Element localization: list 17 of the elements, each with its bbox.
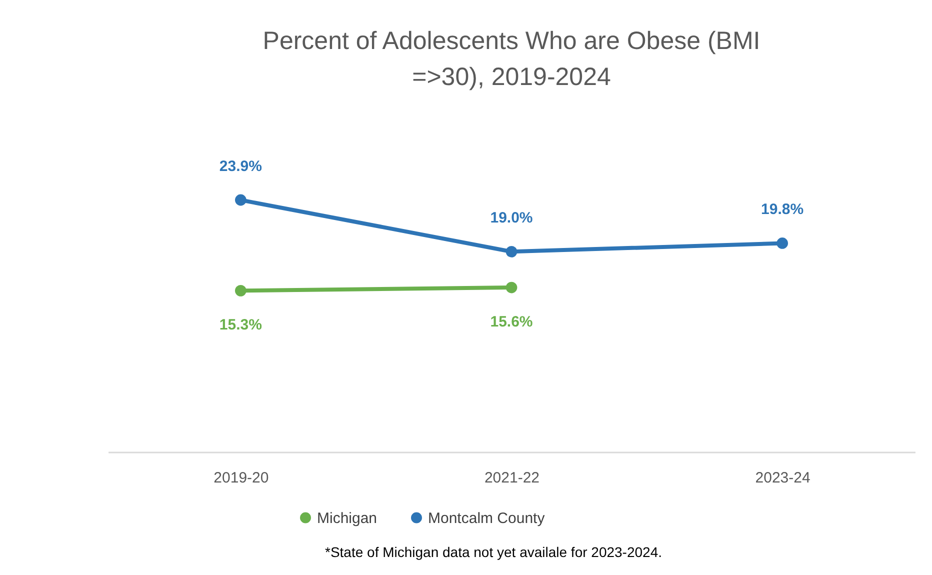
data-label: 19.8%	[761, 201, 804, 218]
chart-title: Percent of Adolescents Who are Obese (BMI =>30), 2019-2024	[262, 27, 760, 91]
point	[776, 238, 788, 249]
point	[506, 246, 518, 258]
point	[506, 282, 518, 294]
legend-label: Montcalm County	[428, 510, 546, 527]
data-label: 15.6%	[490, 314, 533, 331]
point	[234, 194, 246, 206]
x-tick-label: 2023-24	[755, 470, 810, 486]
point	[234, 284, 246, 296]
text: *State of Michigan data not yet availale for 2023-2024.	[325, 544, 662, 560]
x-tick-label: 2019-20	[214, 470, 269, 486]
legend-label: Michigan	[317, 510, 378, 527]
data-label: 23.9%	[219, 158, 262, 175]
data-label: 15.3%	[219, 316, 262, 334]
x-tick-label: 2021-22	[484, 470, 540, 486]
data-label: 19.0%	[490, 210, 533, 227]
